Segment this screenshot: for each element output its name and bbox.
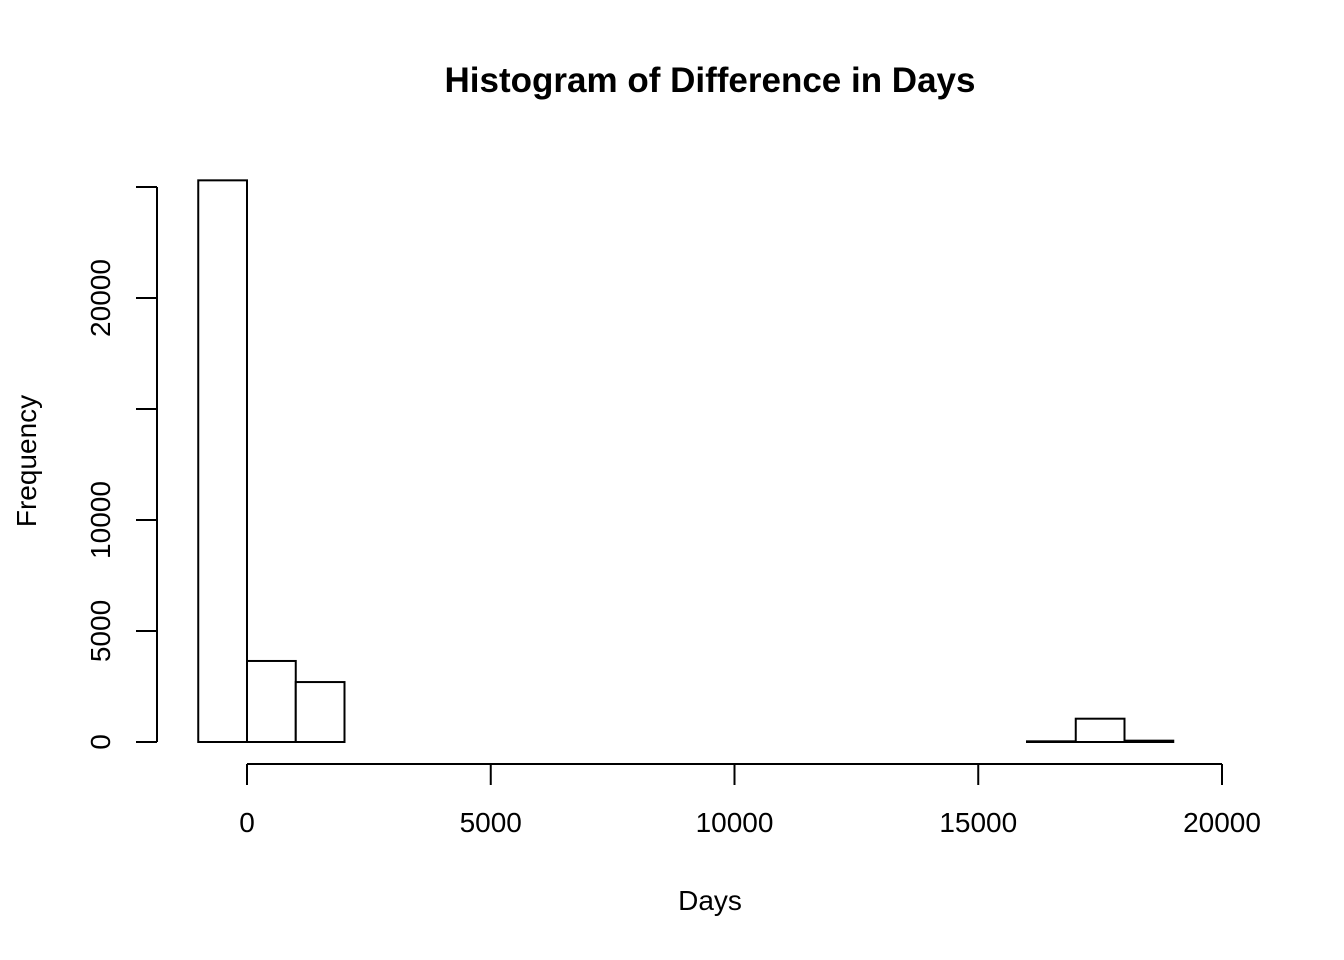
y-axis: 0 5000 10000 20000	[85, 186, 158, 750]
histogram-bar	[197, 179, 248, 743]
histogram-bar	[1123, 739, 1175, 744]
histogram-bar	[1074, 717, 1126, 744]
x-tick-label: 20000	[1183, 807, 1261, 838]
x-tick-label: 5000	[460, 807, 522, 838]
y-tick-label: 5000	[85, 600, 116, 662]
histogram-bar	[246, 659, 297, 743]
x-tick-label: 15000	[939, 807, 1017, 838]
x-tick-label: 0	[239, 807, 255, 838]
histogram-bars	[197, 179, 1175, 744]
y-tick-label: 10000	[85, 481, 116, 559]
y-tick-label: 0	[85, 734, 116, 750]
y-axis-label: Frequency	[11, 395, 42, 527]
histogram-bar	[1026, 740, 1077, 743]
y-tick-label: 20000	[85, 259, 116, 337]
histogram-bar	[294, 681, 346, 743]
x-tick-label: 10000	[696, 807, 774, 838]
x-axis: 0 5000 10000 15000 20000	[239, 763, 1261, 838]
chart-title: Histogram of Difference in Days	[445, 61, 976, 100]
x-axis-label: Days	[678, 885, 742, 916]
